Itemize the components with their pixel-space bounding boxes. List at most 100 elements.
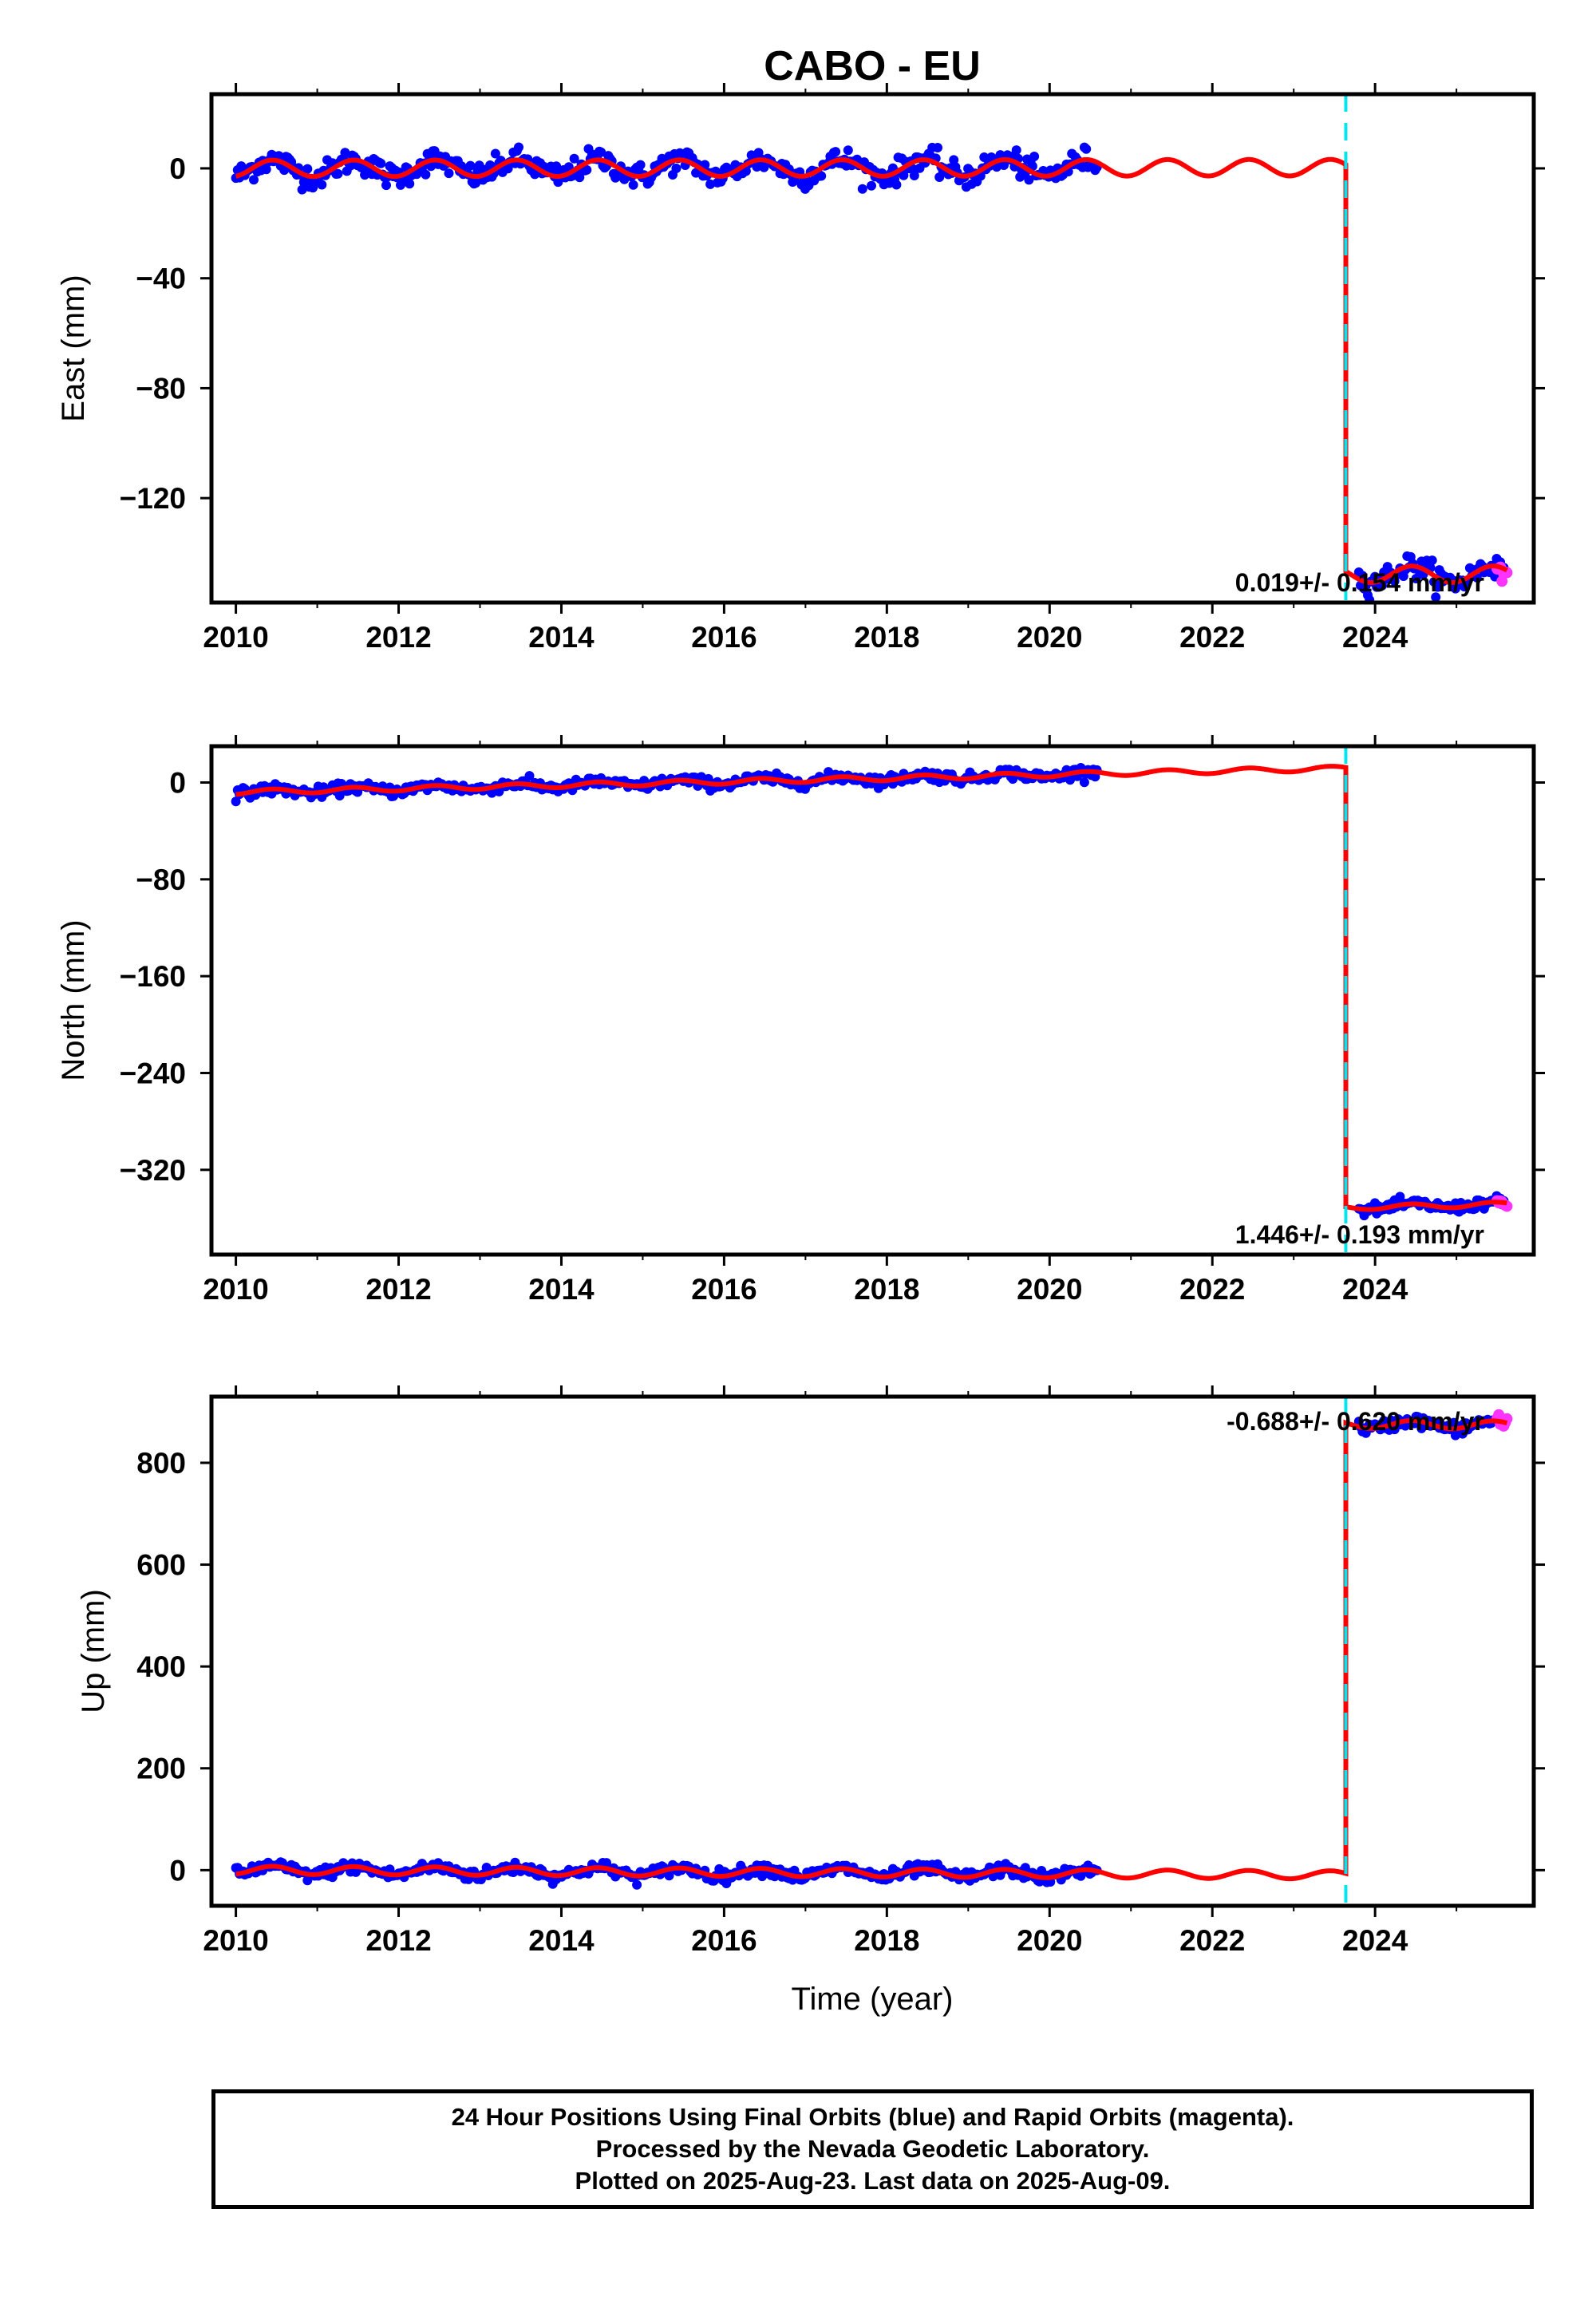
data-point xyxy=(249,175,259,185)
x-tick-label: 2010 xyxy=(203,1273,268,1306)
data-point xyxy=(524,771,535,781)
data-point xyxy=(632,1879,642,1890)
x-tick-label: 2018 xyxy=(854,621,919,654)
x-tick-label: 2024 xyxy=(1342,621,1408,654)
data-point xyxy=(317,180,327,190)
x-tick-label: 2018 xyxy=(854,1924,919,1957)
y-tick-label: −40 xyxy=(136,263,186,295)
data-point xyxy=(1431,592,1441,603)
plot-area xyxy=(231,746,1513,1255)
y-tick-label: −120 xyxy=(120,482,186,515)
y-tick-label: 800 xyxy=(136,1447,186,1480)
data-point xyxy=(635,160,646,170)
chart-title: CABO - EU xyxy=(764,43,981,89)
x-tick-label: 2022 xyxy=(1179,1273,1245,1306)
y-tick-label: −320 xyxy=(120,1154,186,1187)
data-point xyxy=(671,164,681,173)
data-point xyxy=(843,145,853,156)
model-line xyxy=(235,764,1507,1212)
x-tick-label: 2020 xyxy=(1017,1924,1082,1957)
panel-frame xyxy=(209,744,1536,1257)
footer-box: 24 Hour Positions Using Final Orbits (bl… xyxy=(211,2089,1534,2209)
panel-frame xyxy=(209,1394,1536,1908)
data-point xyxy=(1024,175,1034,185)
x-tick-label: 2024 xyxy=(1342,1273,1408,1306)
data-point xyxy=(1081,144,1092,154)
data-point xyxy=(909,171,919,180)
x-tick-label: 2014 xyxy=(528,1273,595,1306)
x-tick-label: 2018 xyxy=(854,1273,919,1306)
data-point xyxy=(575,172,585,183)
x-tick-label: 2022 xyxy=(1179,621,1245,654)
panel-2: 2010 2012 2014 2016 2018 2020 2022 2024 0 −80 −160… xyxy=(56,735,1545,1306)
data-point xyxy=(891,180,902,190)
data-point xyxy=(1079,777,1089,788)
data-point xyxy=(759,162,769,172)
data-point xyxy=(426,161,437,172)
data-point xyxy=(899,170,909,180)
data-point xyxy=(471,178,481,188)
model-line xyxy=(235,1417,1508,1882)
data-point xyxy=(1011,145,1021,156)
y-axis-label: Up (mm) xyxy=(76,1589,111,1713)
data-point xyxy=(421,169,431,180)
data-point xyxy=(340,148,350,158)
data-point xyxy=(596,147,606,157)
plot-area xyxy=(231,1397,1513,1906)
x-tick-label: 2016 xyxy=(691,621,757,654)
final-orbit-points xyxy=(231,142,1509,603)
data-point xyxy=(582,164,592,175)
y-tick-label: 600 xyxy=(136,1549,186,1582)
data-point xyxy=(569,153,579,164)
data-point xyxy=(831,147,841,157)
data-point xyxy=(297,184,307,195)
y-axis-label: East (mm) xyxy=(56,275,91,421)
data-point xyxy=(514,142,523,152)
data-point xyxy=(933,143,942,152)
x-tick-label: 2020 xyxy=(1017,621,1082,654)
panel-3: 2010 2012 2014 2016 2018 2020 2022 2024 800 600 40… xyxy=(76,1385,1545,1957)
data-point xyxy=(485,160,496,170)
footer-line-1: 24 Hour Positions Using Final Orbits (bl… xyxy=(451,2103,1294,2131)
data-point xyxy=(1450,1430,1460,1441)
data-point xyxy=(757,1871,768,1882)
data-point xyxy=(867,180,876,191)
y-tick-label: −80 xyxy=(136,864,186,896)
data-point xyxy=(231,796,241,807)
final-orbit-points xyxy=(231,1411,1509,1890)
x-tick-label: 2012 xyxy=(365,1273,431,1306)
x-tick-label: 2012 xyxy=(365,1924,431,1957)
x-tick-label: 2016 xyxy=(691,1273,757,1306)
y-tick-label: −240 xyxy=(120,1057,186,1090)
y-tick-label: 400 xyxy=(136,1650,186,1683)
y-tick-label: 0 xyxy=(169,152,186,185)
rate-annotation: 0.019+/- 0.154 mm/yr xyxy=(1235,568,1484,597)
plot-area xyxy=(231,94,1513,603)
rate-annotation: -0.688+/- 0.620 mm/yr xyxy=(1227,1407,1484,1436)
data-point xyxy=(1029,152,1040,161)
data-point xyxy=(405,179,415,189)
data-point xyxy=(360,170,370,180)
x-tick-label: 2014 xyxy=(528,1924,595,1957)
x-tick-label: 2022 xyxy=(1179,1924,1245,1957)
data-point xyxy=(302,164,313,174)
footer-line-2: Processed by the Nevada Geodetic Laborat… xyxy=(595,2135,1150,2163)
y-tick-label: 0 xyxy=(169,1854,186,1887)
x-tick-label: 2012 xyxy=(365,621,431,654)
data-point xyxy=(857,184,867,194)
data-point xyxy=(490,148,500,159)
data-point xyxy=(261,164,271,175)
data-point xyxy=(333,168,343,179)
rate-annotation: 1.446+/- 0.193 mm/yr xyxy=(1235,1220,1484,1249)
x-tick-label: 2010 xyxy=(203,621,268,654)
y-tick-label: −160 xyxy=(120,960,186,993)
data-point xyxy=(1389,576,1400,587)
x-tick-label: 2024 xyxy=(1342,1924,1408,1957)
data-point xyxy=(376,158,386,168)
footer-line-3: Plotted on 2025-Aug-23. Last data on 202… xyxy=(575,2167,1171,2195)
data-point xyxy=(381,180,391,191)
y-tick-label: −80 xyxy=(136,372,186,405)
panel-1: 2010 2012 2014 2016 2018 2020 2022 2024 0 −40 −80 −… xyxy=(56,83,1545,654)
data-point xyxy=(816,171,827,181)
